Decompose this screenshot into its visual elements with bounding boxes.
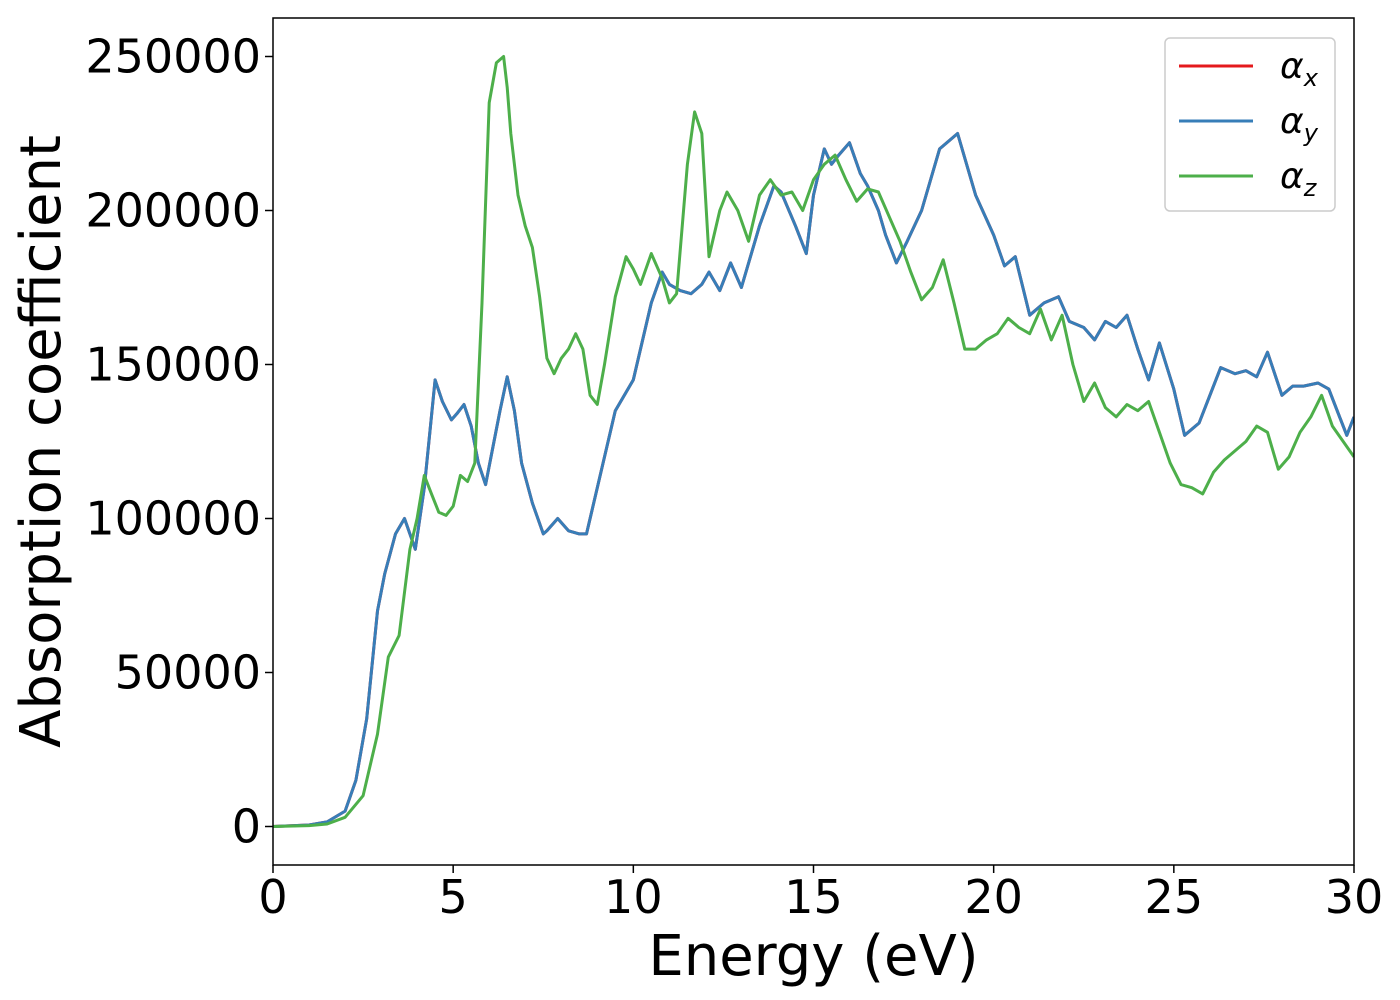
- x-tick-label: 30: [1325, 870, 1384, 924]
- x-tick-label: 20: [964, 870, 1023, 924]
- y-axis-title: Absorption coefficient: [9, 135, 74, 748]
- y-tick-label: 0: [232, 800, 261, 854]
- series-line-y: [273, 132, 1354, 828]
- y-tick-label: 50000: [115, 646, 261, 700]
- y-axis-ticks: 0 50000 100000 150000 200000 250000: [85, 30, 273, 854]
- x-axis-title: Energy (eV): [648, 924, 978, 989]
- y-tick-label: 200000: [85, 184, 261, 238]
- x-tick-label: 0: [258, 870, 287, 924]
- legend-box: [1164, 37, 1336, 212]
- legend-label-z: αz: [1280, 156, 1318, 202]
- x-tick-label: 5: [439, 870, 468, 924]
- legend: αx αy αz: [1164, 37, 1336, 212]
- legend-label-y: αy: [1280, 101, 1319, 147]
- series-layer: [273, 55, 1354, 828]
- y-tick-label: 250000: [85, 30, 261, 84]
- series-line-x: [273, 132, 1354, 828]
- x-tick-label: 25: [1145, 870, 1204, 924]
- x-tick-label: 15: [784, 870, 843, 924]
- series-line-z: [273, 55, 1354, 828]
- x-axis-ticks: 0 5 10 15 20 25 30: [258, 865, 1383, 924]
- x-tick-label: 10: [604, 870, 663, 924]
- y-tick-label: 150000: [85, 338, 261, 392]
- y-tick-label: 100000: [85, 492, 261, 546]
- legend-label-x: αx: [1280, 46, 1319, 92]
